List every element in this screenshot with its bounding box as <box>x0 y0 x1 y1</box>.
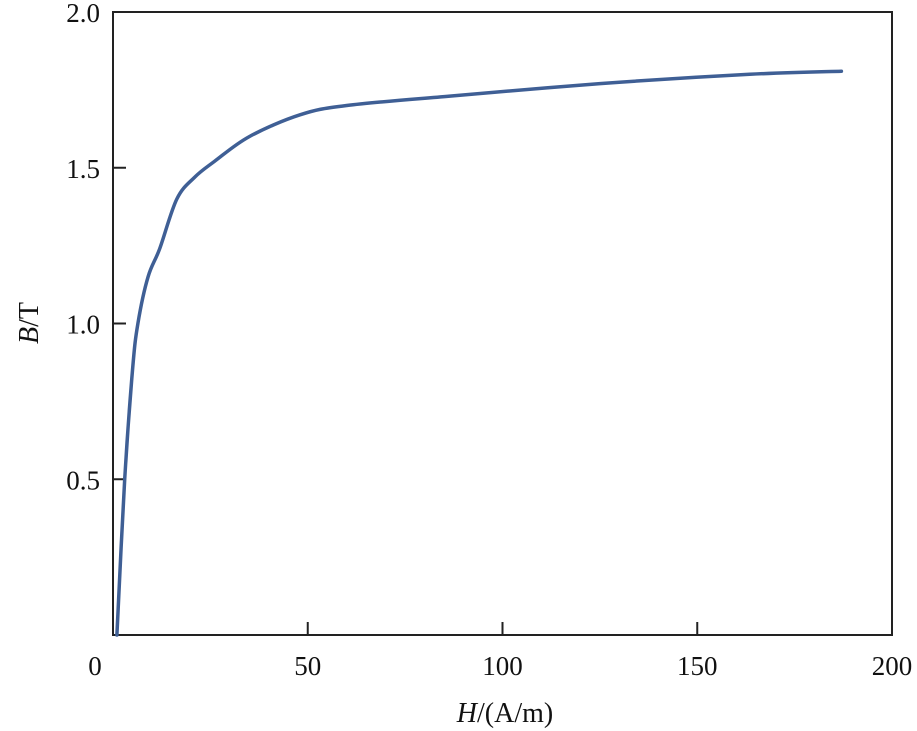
x-tick-label: 100 <box>482 651 523 681</box>
y-tick-label: 0.5 <box>66 465 100 495</box>
axis-ticks <box>113 166 699 635</box>
x-tick-label: 0 <box>88 651 102 681</box>
x-tick-label: 150 <box>677 651 718 681</box>
tick-labels: 0 50 100 150 200 0.5 1.0 1.5 2.0 <box>66 0 912 681</box>
x-axis-label: H/(A/m) <box>456 698 553 729</box>
x-tick-label: 200 <box>872 651 913 681</box>
y-tick-label: 2.0 <box>66 0 100 28</box>
y-tick-label: 1.0 <box>66 310 100 340</box>
y-tick-label: 1.5 <box>66 154 100 184</box>
y-axis-label: B/T <box>14 302 45 344</box>
x-tick-label: 50 <box>294 651 321 681</box>
plot-frame <box>112 11 893 636</box>
bh-curve-line <box>115 69 844 637</box>
